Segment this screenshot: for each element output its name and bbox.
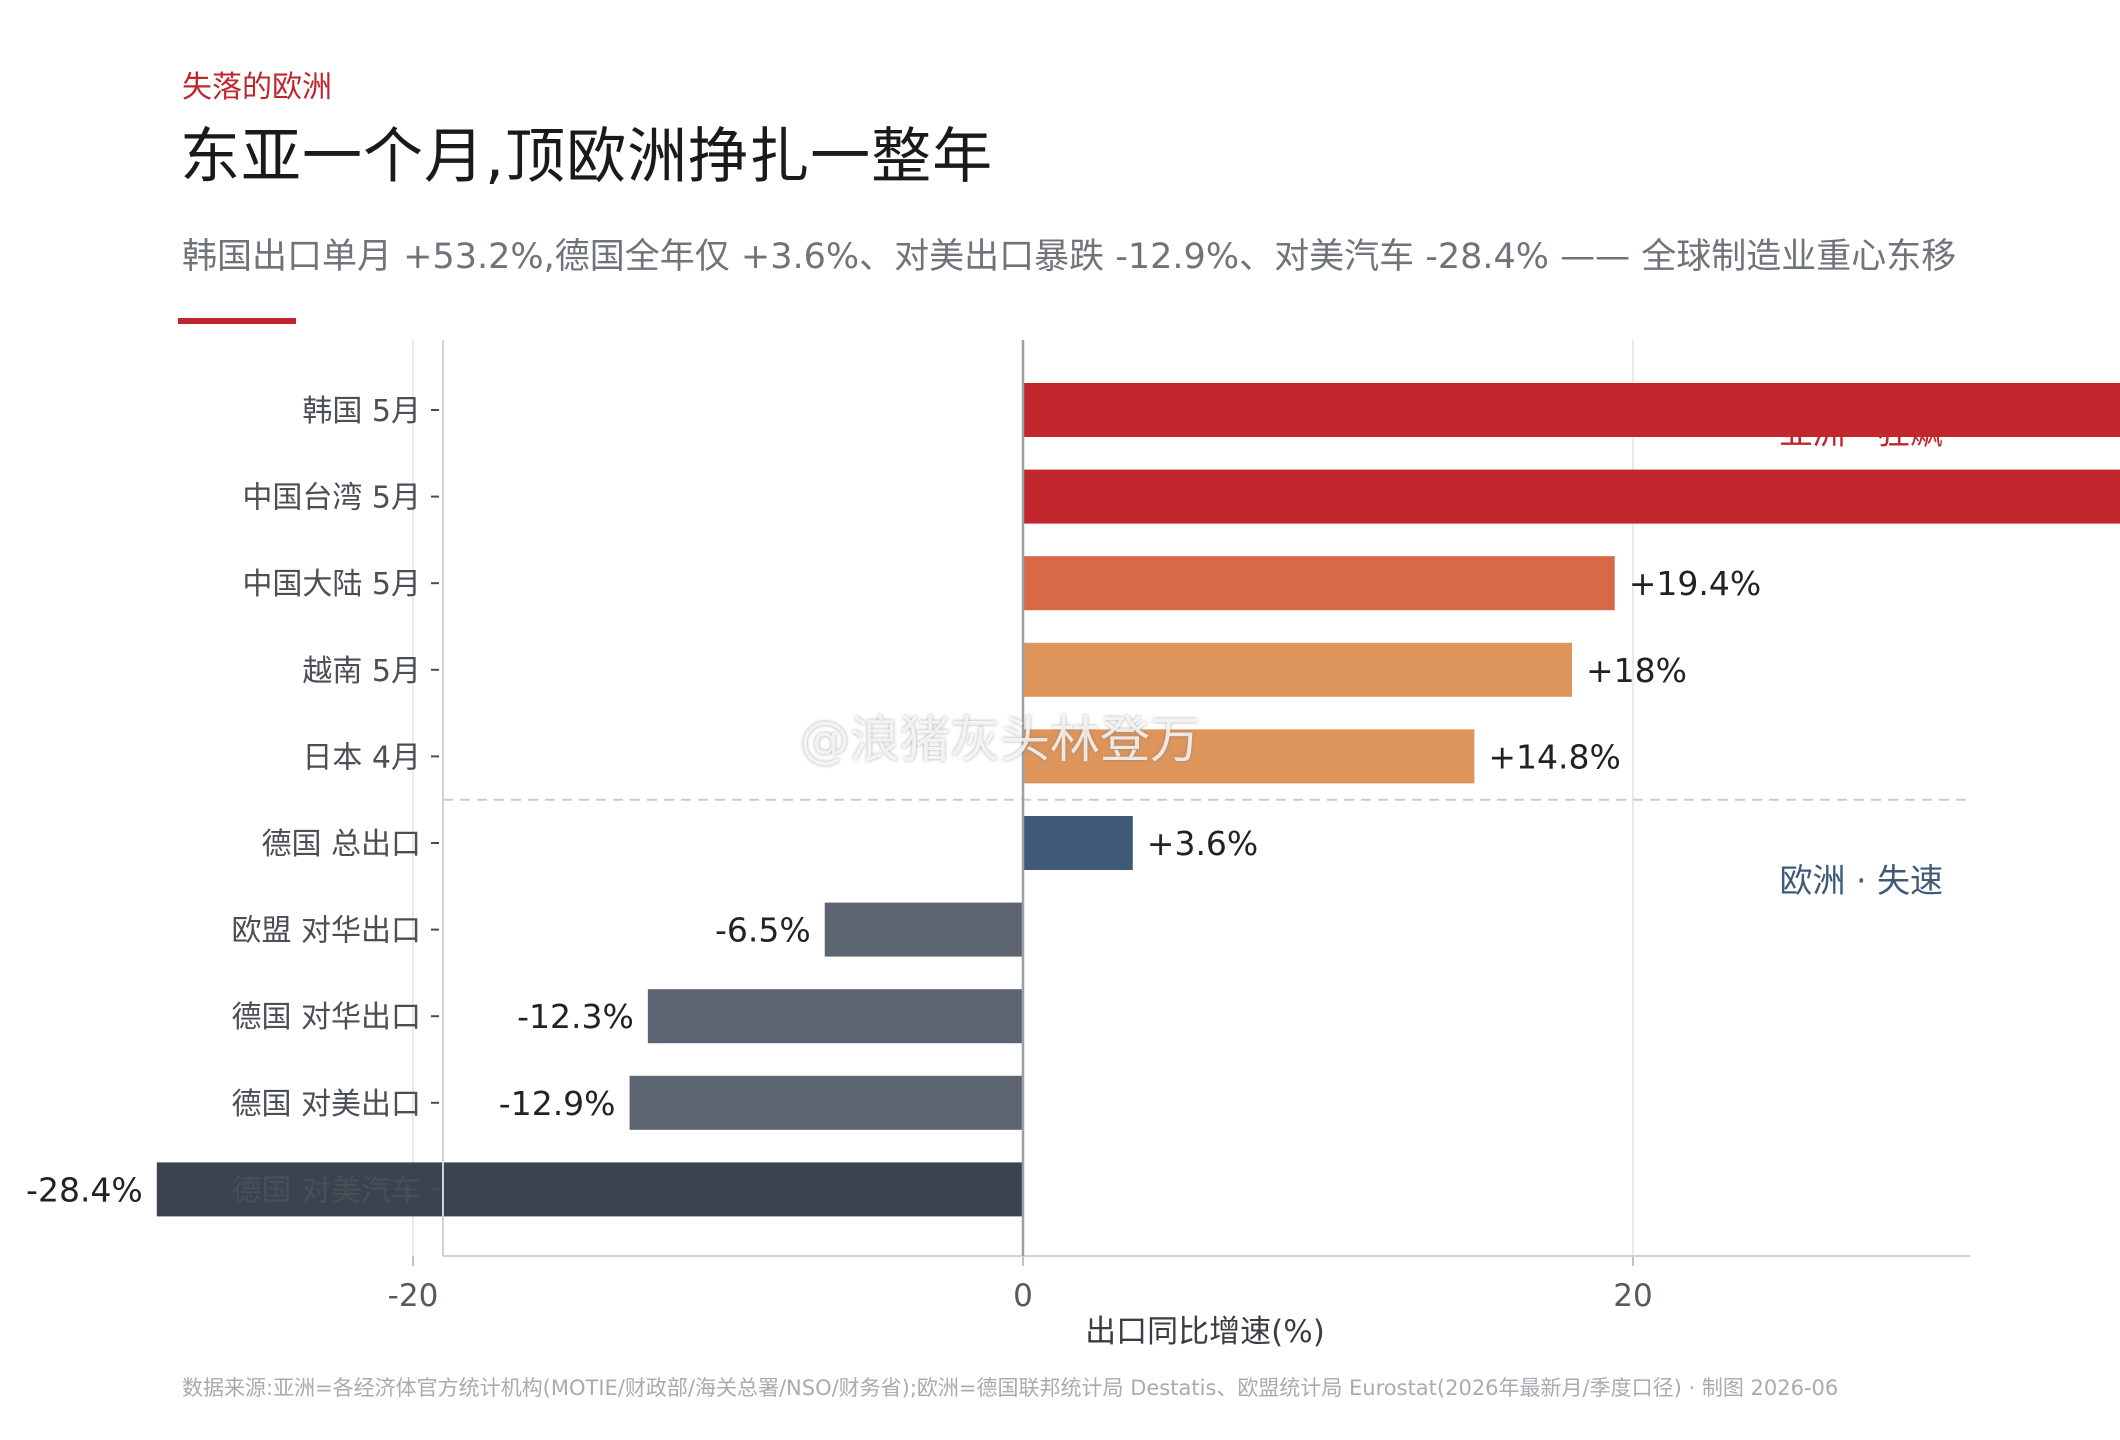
value-label: +14.8% [1488,737,1620,776]
value-label: -28.4% [26,1170,143,1209]
bar [1023,642,1572,697]
bar [647,989,1023,1044]
category-label: 德国 对华出口 [231,1000,421,1035]
chart-subtitle: 韩国出口单月 +53.2%,德国全年仅 +3.6%、对美出口暴跌 -12.9%、… [182,237,1957,277]
x-tick-label: 0 [1013,1278,1033,1314]
value-label: +18% [1586,651,1687,690]
bar [1023,383,2120,437]
bar [156,1162,1024,1217]
accent-line [178,318,296,324]
bar [1023,469,2120,524]
bar [629,1075,1023,1130]
bar [1023,816,1133,870]
category-label: 德国 总出口 [261,827,421,862]
watermark: @浪猪灰头林登万 [800,711,1200,769]
axis-layer: -200204060出口同比增速(%) [388,340,1970,1350]
category-label: 欧盟 对华出口 [231,914,421,949]
x-tick-label: 20 [1613,1278,1652,1314]
bars-layer [156,383,2120,1217]
category-label: 中国台湾 5月 [242,481,421,516]
bar [1023,729,1475,784]
category-label: 中国大陆 5月 [242,567,421,602]
chart-kicker: 失落的欧洲 [182,70,332,105]
chart-title: 东亚一个月,顶欧洲挣扎一整年 [180,122,994,192]
x-axis-title: 出口同比增速(%) [1085,1314,1325,1350]
value-label: +19.4% [1629,564,1761,603]
x-tick-label: -20 [388,1278,439,1314]
category-label: 德国 对美出口 [231,1087,421,1122]
group-label-europe: 欧洲 · 失速 [1780,861,1943,900]
bar [824,902,1023,957]
value-label: -12.9% [499,1084,616,1123]
source-note: 数据来源:亚洲=各经济体官方统计机构(MOTIE/财政部/海关总署/NSO/财务… [182,1376,1839,1400]
group-label-asia: 亚洲 · 狂飙 [1780,413,1943,452]
category-label: 日本 4月 [302,740,421,775]
value-label: -6.5% [715,911,811,950]
labels-layer: 韩国 5月+53.2%中国台湾 5月+51.7%中国大陆 5月+19.4%越南 … [26,394,1943,1209]
value-label: +3.6% [1147,824,1259,863]
category-label: 韩国 5月 [302,394,421,429]
bar [1023,556,1615,611]
category-label: 越南 5月 [302,654,421,689]
category-label: 德国 对美汽车 [231,1173,421,1208]
value-label: -12.3% [517,997,634,1036]
